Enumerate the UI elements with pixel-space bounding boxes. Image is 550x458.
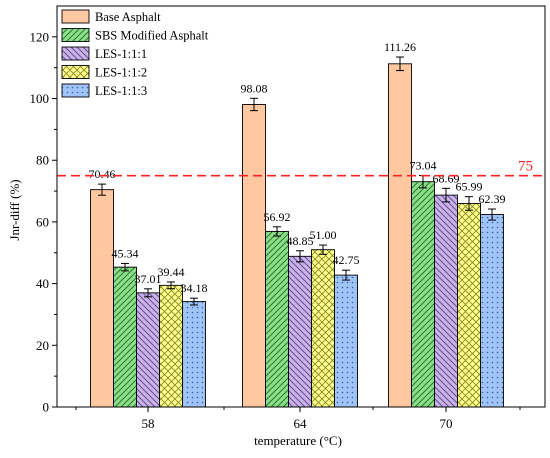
legend-label: Base Asphalt [95,10,161,24]
bar-les-1-1-2-64 [311,249,335,408]
data-label: 37.01 [135,272,162,286]
bar-les-1-1-1-64 [288,255,312,408]
bar-pattern [288,256,312,407]
bar-fill [388,63,412,407]
bar-base-asphalt-70 [388,63,412,408]
data-label: 73.04 [410,159,437,173]
bar-pattern [411,181,435,407]
legend-swatch-outline [61,28,90,42]
y-tick-label: 0 [43,400,50,415]
data-label: 65.99 [456,180,483,194]
y-tick-label: 80 [36,153,49,168]
x-tick-label: 58 [142,416,155,431]
legend-label: LES-1:1:3 [95,84,147,98]
legend: Base Asphalt SBS Modified Asphalt LES-1:1:… [61,9,209,98]
y-tick-label: 100 [30,91,50,106]
data-label: 48.85 [287,234,314,248]
data-label: 39.44 [158,265,185,279]
legend-item-les-1-1-1: LES-1:1:1 [61,46,147,61]
bar-les-1-1-3-58 [182,301,206,408]
legend-item-sbs-modified-asphalt: SBS Modified Asphalt [61,28,209,43]
legend-swatch-pattern [62,47,89,60]
bar-pattern [334,275,358,407]
x-tick-label: 64 [294,416,308,431]
bar-sbs-modified-asphalt-58 [113,266,137,408]
legend-swatch-pattern [62,65,89,79]
bar-pattern [311,249,335,407]
bar-les-1-1-2-58 [159,284,183,408]
data-label: 51.00 [310,228,337,242]
legend-label: SBS Modified Asphalt [95,29,209,43]
data-label: 70.46 [89,167,116,181]
y-tick-label: 120 [30,29,50,44]
x-tick-label: 70 [440,416,453,431]
legend-swatch-outline [61,65,90,79]
bar-les-1-1-3-64 [334,274,358,408]
bar-fill [90,189,114,407]
plot-frame [56,5,546,408]
data-label: 56.92 [264,210,291,224]
plot-area: 70.46 98.08 111.26 45.34 56.92 73.04 37.01 48.8… [30,5,546,431]
bar-pattern [265,231,289,407]
legend-item-base-asphalt: Base Asphalt [61,9,161,24]
data-label: 45.34 [112,246,139,260]
legend-swatch [62,10,89,23]
legend-label: LES-1:1:2 [95,66,147,80]
y-tick-label: 20 [36,338,49,353]
bar-pattern [480,214,504,407]
legend-swatch-pattern [62,84,89,97]
bar-pattern [113,267,137,407]
y-axis-label: Jnr-diff (%) [7,179,22,240]
bar-les-1-1-1-70 [434,194,458,408]
legend-label: LES-1:1:1 [95,47,147,61]
bar-pattern [434,195,458,407]
legend-item-les-1-1-3: LES-1:1:3 [61,83,147,98]
bar-pattern [159,285,183,407]
bar-pattern [182,301,206,407]
y-tick-label: 60 [36,214,49,229]
bar-base-asphalt-64 [242,104,266,408]
data-label: 34.18 [181,281,208,295]
legend-swatch-outline [61,83,90,98]
bar-pattern [457,203,481,407]
data-label: 111.26 [384,40,416,54]
bar-sbs-modified-asphalt-70 [411,181,435,408]
legend-swatch-pattern [62,28,89,42]
data-label: 98.08 [241,81,268,95]
bar-base-asphalt-58 [90,189,114,408]
bar-les-1-1-2-70 [457,202,481,408]
y-tick-label: 40 [36,276,49,291]
legend-swatch-outline [61,9,90,24]
bar-pattern [136,292,160,407]
bar-sbs-modified-asphalt-64 [265,230,289,408]
data-label: 62.39 [479,192,506,206]
reference-line-label: 75 [518,159,533,175]
bar-fill [242,104,266,407]
x-axis-label: temperature (°C) [254,433,342,448]
bar-les-1-1-1-58 [136,292,160,408]
data-label: 42.75 [333,253,360,267]
legend-swatch-outline [61,46,90,61]
data-label: 68.69 [433,171,460,185]
legend-item-les-1-1-2: LES-1:1:2 [61,65,147,80]
bar-les-1-1-3-70 [480,214,504,408]
